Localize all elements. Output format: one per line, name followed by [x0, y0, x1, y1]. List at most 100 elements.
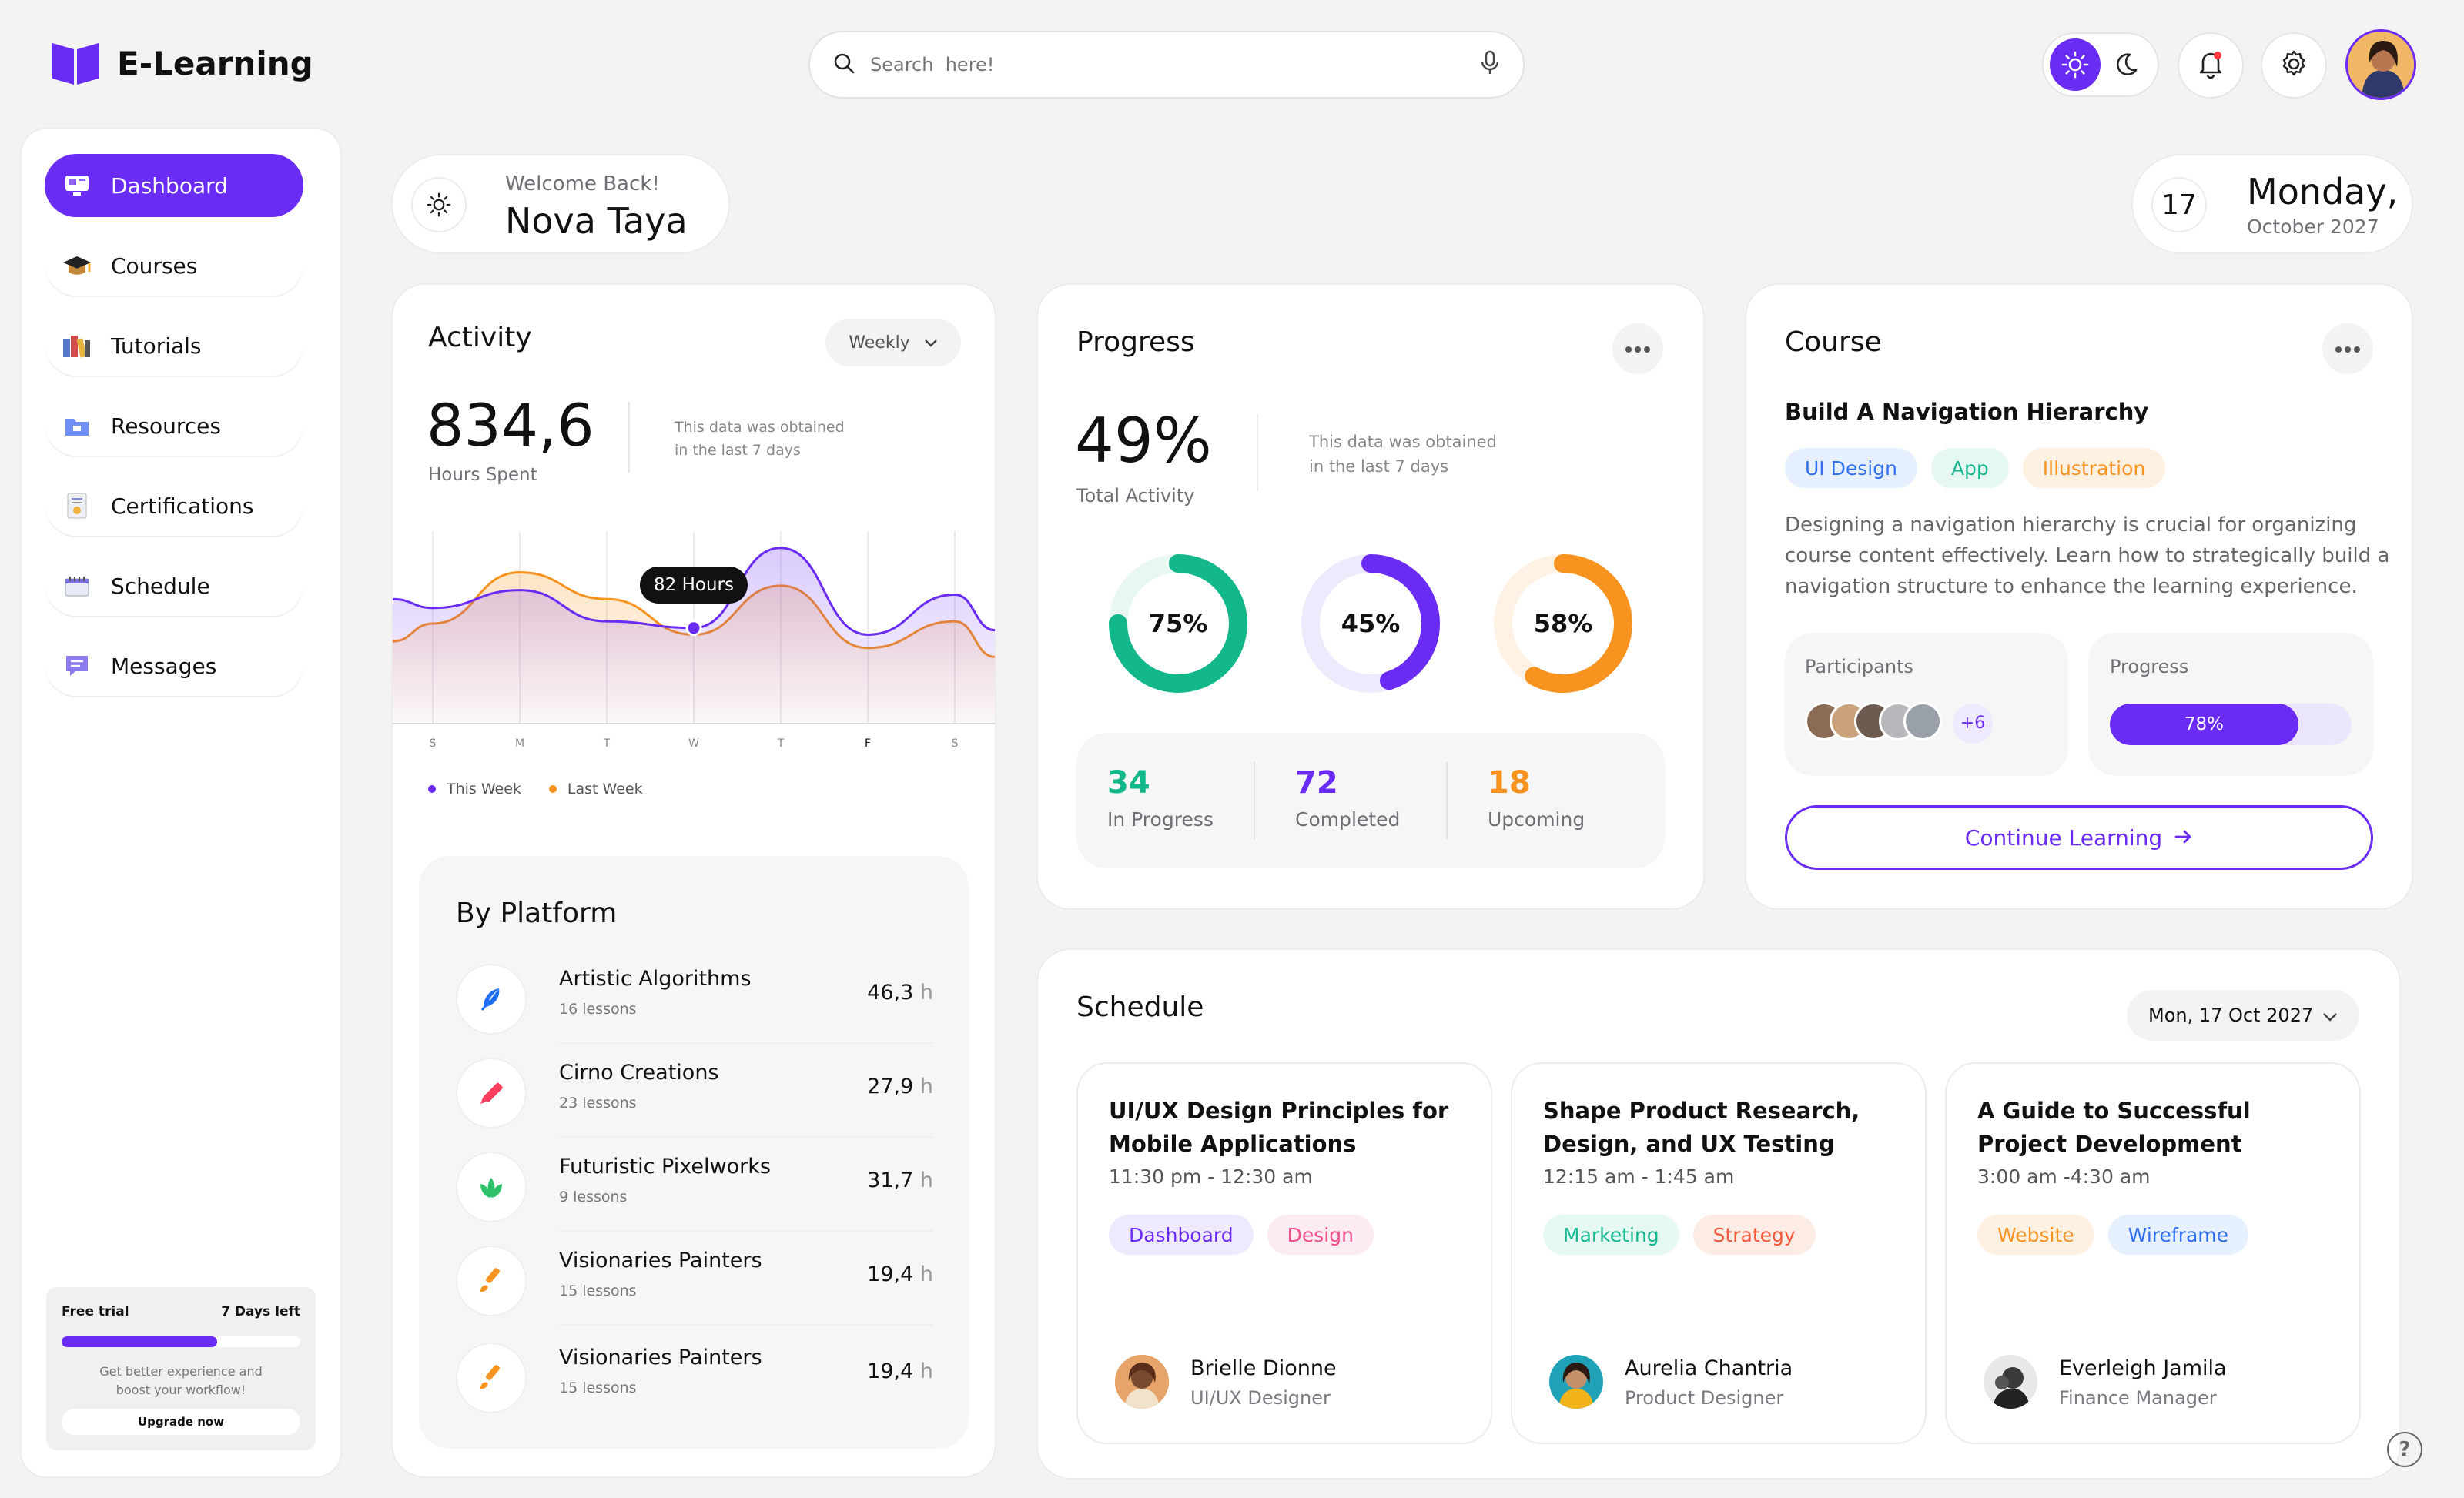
- more-icon: [2335, 342, 2361, 356]
- schedule-item-title: A Guide to Successful Project Developmen…: [1977, 1098, 2251, 1157]
- divider: [1254, 762, 1255, 839]
- sun-icon[interactable]: [2050, 38, 2101, 91]
- series-line-this-week: [393, 547, 995, 636]
- avatar: [1903, 702, 1942, 741]
- feather-icon: [456, 964, 527, 1035]
- platform-item[interactable]: Visionaries Painters 15 lessons 19,4 h: [456, 1232, 933, 1326]
- hours-unit: h: [919, 981, 933, 1005]
- trial-days-left: 7 Days left: [221, 1304, 300, 1319]
- tag-design[interactable]: Design: [1267, 1215, 1374, 1255]
- welcome-greeting: Welcome Back!: [505, 172, 660, 196]
- hours-unit: h: [919, 1169, 933, 1192]
- sidebar-item-messages[interactable]: Messages: [45, 634, 303, 697]
- sidebar-item-tutorials[interactable]: Tutorials: [45, 314, 303, 377]
- hours-value: 31,7: [867, 1169, 914, 1192]
- moon-icon[interactable]: [2101, 38, 2151, 91]
- date-card: 17 Monday, October 2027: [2131, 154, 2413, 254]
- platform-lessons: 15 lessons: [559, 1379, 637, 1396]
- platform-item[interactable]: Visionaries Painters 15 lessons 19,4 h: [456, 1329, 933, 1423]
- platform-name: Futuristic Pixelworks: [559, 1155, 771, 1179]
- search-bar[interactable]: [808, 31, 1525, 99]
- tag-strategy[interactable]: Strategy: [1692, 1215, 1816, 1255]
- sidebar-item-certifications[interactable]: Certifications: [45, 474, 303, 537]
- platform-item[interactable]: Artistic Algorithms 16 lessons 46,3 h: [456, 950, 933, 1044]
- tag-app[interactable]: App: [1930, 448, 2009, 488]
- settings-button[interactable]: [2261, 32, 2327, 99]
- tag-marketing[interactable]: Marketing: [1543, 1215, 1679, 1255]
- participants-more-badge[interactable]: +6: [1953, 704, 1993, 744]
- description-line: Designing a navigation hierarchy is cruc…: [1785, 513, 2357, 537]
- stat-value: 72: [1295, 765, 1338, 801]
- sidebar-item-resources[interactable]: Resources: [45, 394, 303, 457]
- gear-icon: [2279, 49, 2308, 82]
- tag-website[interactable]: Website: [1977, 1215, 2094, 1255]
- hours-unit: h: [919, 1075, 933, 1098]
- theme-toggle[interactable]: [2042, 32, 2159, 97]
- trial-desc-line: Get better experience and: [99, 1364, 263, 1379]
- divider: [1257, 414, 1258, 491]
- divider: [559, 1324, 933, 1326]
- x-tick-label: T: [777, 737, 785, 750]
- pen-icon: [456, 1058, 527, 1129]
- upgrade-button[interactable]: Upgrade now: [62, 1409, 300, 1435]
- sidebar-item-schedule[interactable]: Schedule: [45, 554, 303, 617]
- schedule-item-tags: Marketing Strategy: [1543, 1215, 1816, 1255]
- certificate-icon: [62, 490, 92, 521]
- more-options-button[interactable]: [2322, 323, 2373, 374]
- schedule-title: Schedule: [1076, 991, 1204, 1023]
- person-role: UI/UX Designer: [1190, 1387, 1331, 1409]
- microphone-icon[interactable]: [1478, 50, 1502, 79]
- sidebar-item-label: Certifications: [111, 493, 254, 519]
- search-input[interactable]: [870, 54, 1478, 75]
- donut-arc: [1301, 554, 1440, 693]
- monitor-icon: [62, 170, 92, 201]
- chart-tooltip: 82 Hours: [640, 566, 748, 604]
- tag-illustration[interactable]: Illustration: [2022, 448, 2166, 488]
- schedule-item[interactable]: UI/UX Design Principles for Mobile Appli…: [1076, 1062, 1492, 1444]
- divider: [1446, 762, 1448, 839]
- more-options-button[interactable]: [1612, 323, 1663, 374]
- brush-icon: [456, 1246, 527, 1316]
- notification-button[interactable]: [2178, 32, 2244, 99]
- data-note: This data was obtained in the last 7 day…: [675, 416, 845, 462]
- schedule-item[interactable]: A Guide to Successful Project Developmen…: [1945, 1062, 2361, 1444]
- participants-label: Participants: [1805, 656, 1913, 677]
- platform-hours: 31,7 h: [867, 1169, 933, 1192]
- sidebar-item-courses[interactable]: Courses: [45, 234, 303, 297]
- search-icon: [832, 51, 856, 79]
- avatar: [1115, 1355, 1169, 1409]
- welcome-card: Welcome Back! Nova Taya: [391, 154, 730, 254]
- book-logo-icon: [51, 40, 100, 86]
- platform-item[interactable]: Futuristic Pixelworks 9 lessons 31,7 h: [456, 1138, 933, 1232]
- help-button[interactable]: ?: [2387, 1432, 2422, 1467]
- platform-title: By Platform: [456, 898, 618, 929]
- schedule-item[interactable]: Shape Product Research, Design, and UX T…: [1511, 1062, 1927, 1444]
- calendar-icon: [62, 570, 92, 601]
- hours-value: 19,4: [867, 1262, 914, 1286]
- course-progress-bar: 78%: [2110, 704, 2352, 745]
- continue-learning-button[interactable]: Continue Learning: [1785, 805, 2373, 870]
- sidebar-item-dashboard[interactable]: Dashboard: [45, 154, 303, 217]
- tag-wireframe[interactable]: Wireframe: [2107, 1215, 2249, 1255]
- person-name: Aurelia Chantria: [1625, 1356, 1793, 1380]
- donut-arc: [1494, 554, 1632, 693]
- platform-lessons: 15 lessons: [559, 1282, 637, 1299]
- period-dropdown[interactable]: Weekly: [825, 319, 961, 366]
- tag-ui-design[interactable]: UI Design: [1785, 448, 1917, 488]
- avatar: [1984, 1355, 2037, 1409]
- chart-legend: This Week Last Week: [428, 781, 643, 797]
- user-avatar[interactable]: [2345, 29, 2416, 100]
- schedule-date-dropdown[interactable]: Mon, 17 Oct 2027: [2127, 990, 2359, 1041]
- app-logo[interactable]: E-Learning: [51, 40, 313, 86]
- person-role: Product Designer: [1625, 1387, 1784, 1409]
- x-tick-label: F: [865, 737, 871, 750]
- stat-value: 34: [1107, 765, 1150, 801]
- legend-dot: [428, 785, 436, 793]
- note-line: This data was obtained: [1309, 433, 1497, 451]
- tag-dashboard[interactable]: Dashboard: [1109, 1215, 1254, 1255]
- course-progress-text: 78%: [2184, 714, 2225, 734]
- platform-item[interactable]: Cirno Creations 23 lessons 27,9 h: [456, 1044, 933, 1138]
- participants-box: Participants +6: [1785, 633, 2068, 776]
- highlight-point[interactable]: [685, 620, 702, 637]
- platform-lessons: 23 lessons: [559, 1095, 637, 1112]
